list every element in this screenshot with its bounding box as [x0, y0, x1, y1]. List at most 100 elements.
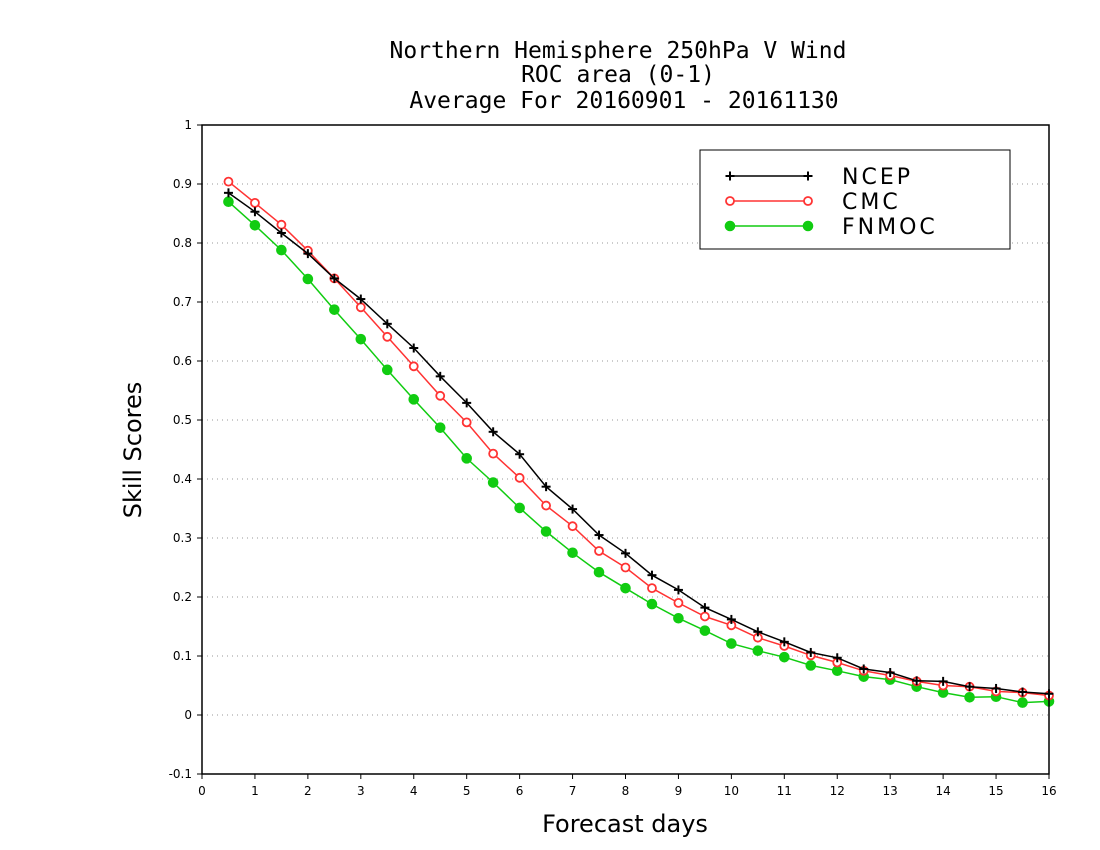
data-point-fnmoc: [726, 638, 737, 649]
data-point-ncep: [488, 427, 498, 437]
y-tick-label: 1: [184, 118, 192, 132]
series-fnmoc: [223, 196, 1055, 708]
data-point-ncep: [753, 627, 763, 637]
data-point-cmc: [488, 448, 499, 459]
chart-title-line-1: Northern Hemisphere 250hPa V Wind: [390, 38, 847, 64]
data-point-ncep: [647, 570, 657, 580]
data-point-fnmoc: [752, 645, 764, 656]
y-tick-label: 0.1: [173, 649, 192, 663]
x-tick-label: 15: [988, 784, 1003, 798]
data-point-fnmoc: [249, 220, 261, 231]
data-point-fnmoc: [673, 612, 684, 624]
data-point-cmc: [276, 219, 287, 230]
data-point-ncep: [568, 504, 578, 514]
series-line-ncep: [228, 192, 1050, 695]
data-point-ncep: [250, 207, 260, 217]
legend-marker-cmc: [725, 196, 735, 206]
x-tick-label: 0: [198, 784, 206, 798]
y-tick-label: 0.8: [173, 236, 192, 250]
y-tick-label: 0.6: [173, 354, 192, 368]
data-point-cmc: [673, 598, 684, 608]
data-point-cmc: [567, 521, 578, 532]
data-point-fnmoc: [461, 453, 472, 464]
data-point-fnmoc: [381, 364, 393, 376]
data-point-ncep: [965, 682, 975, 692]
data-point-ncep: [515, 449, 525, 459]
legend-marker-fnmoc: [724, 220, 736, 232]
data-point-cmc: [250, 197, 260, 208]
data-point-ncep: [938, 676, 948, 686]
x-tick-label: 16: [1041, 784, 1056, 798]
y-tick-label: 0.9: [173, 177, 192, 191]
data-point-cmc: [355, 302, 366, 313]
data-point-cmc: [647, 583, 657, 594]
y-tick-label: 0.7: [173, 295, 192, 309]
data-point-fnmoc: [487, 477, 499, 488]
data-point-cmc: [382, 331, 393, 342]
legend-item-ncep: NCEP: [725, 165, 913, 190]
data-point-cmc: [700, 611, 710, 622]
legend-label-fnmoc: FNMOC: [842, 215, 938, 240]
legend-marker-ncep: [803, 171, 813, 181]
data-point-ncep: [435, 371, 445, 381]
data-point-fnmoc: [355, 333, 367, 345]
data-point-cmc: [435, 390, 446, 401]
data-point-ncep: [700, 603, 710, 613]
y-tick-label: 0.2: [173, 590, 192, 604]
data-point-fnmoc: [302, 273, 314, 285]
data-point-ncep: [356, 294, 366, 304]
legend-label-ncep: NCEP: [842, 165, 913, 190]
x-axis-label: Forecast days: [542, 810, 708, 838]
x-tick-label: 4: [410, 784, 418, 798]
data-point-fnmoc: [567, 547, 578, 559]
data-point-ncep: [594, 530, 604, 540]
data-point-ncep: [409, 343, 419, 353]
data-point-ncep: [912, 676, 922, 686]
x-tick-label: 8: [622, 784, 630, 798]
data-point-cmc: [223, 176, 234, 187]
data-point-fnmoc: [434, 422, 446, 433]
data-point-ncep: [885, 668, 895, 678]
chart-title-line-3: Average For 20160901 - 20161130: [409, 88, 838, 114]
x-tick-label: 7: [569, 784, 577, 798]
data-point-fnmoc: [593, 566, 605, 578]
data-point-ncep: [832, 653, 842, 663]
data-point-ncep: [462, 398, 472, 408]
data-point-fnmoc: [276, 244, 287, 256]
legend-box: [699, 149, 1011, 250]
x-tick-label: 1: [251, 784, 259, 798]
y-tick-label: -0.1: [169, 767, 192, 781]
x-tick-label: 2: [304, 784, 312, 798]
data-point-ncep: [726, 614, 736, 624]
data-point-ncep: [329, 273, 339, 283]
x-tick-label: 11: [777, 784, 792, 798]
data-point-fnmoc: [964, 692, 975, 703]
data-point-fnmoc: [646, 598, 658, 610]
data-point-fnmoc: [329, 304, 340, 315]
data-point-ncep: [673, 585, 683, 595]
data-point-ncep: [382, 319, 392, 329]
data-point-cmc: [541, 500, 551, 511]
legend-item-cmc: CMC: [725, 190, 898, 215]
data-point-fnmoc: [699, 625, 711, 636]
data-point-ncep: [859, 664, 869, 674]
x-tick-label: 14: [935, 784, 950, 798]
data-point-ncep: [806, 647, 816, 657]
series-ncep: [223, 188, 1054, 699]
data-point-fnmoc: [805, 660, 817, 671]
data-point-fnmoc: [223, 196, 234, 207]
data-point-fnmoc: [540, 526, 552, 537]
legend-marker-fnmoc: [802, 220, 814, 232]
legend-item-fnmoc: FNMOC: [724, 215, 938, 240]
x-tick-label: 12: [830, 784, 845, 798]
x-tick-label: 13: [883, 784, 898, 798]
axis-ticks: -0.100.10.20.30.40.50.60.70.80.910 1 2 3 4 5 6…: [169, 118, 1057, 798]
y-tick-label: 0.3: [173, 531, 192, 545]
data-point-ncep: [223, 188, 233, 198]
data-point-ncep: [276, 228, 286, 238]
data-point-fnmoc: [831, 665, 843, 677]
y-axis-label: Skill Scores: [119, 382, 147, 519]
legend-marker-cmc: [803, 196, 813, 206]
